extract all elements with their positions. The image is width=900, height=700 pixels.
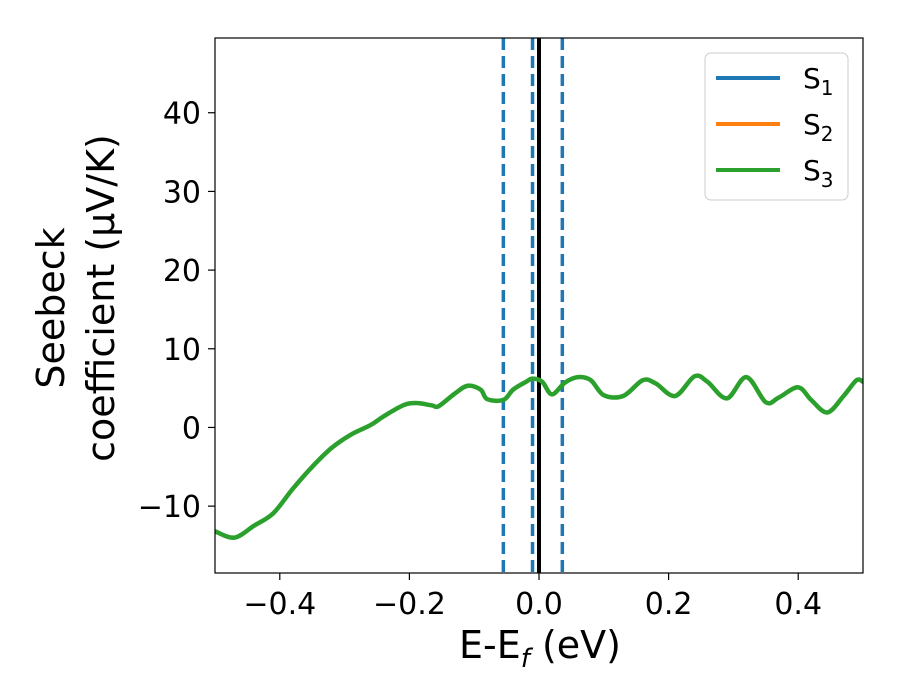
x-tick-label: −0.2 xyxy=(373,587,446,622)
axis-ticks: −0.4 −0.2 0.0 0.2 0.4 −10 0 10 20 30 40 xyxy=(138,97,822,622)
legend-label-s2: S2 xyxy=(803,108,834,146)
y-tick-label: 30 xyxy=(163,175,201,210)
legend-frame xyxy=(704,52,849,201)
y-tick-label: 40 xyxy=(163,97,201,132)
x-tick-label: −0.4 xyxy=(243,587,316,622)
x-tick-label: 0.2 xyxy=(645,587,693,622)
y-tick-label: 10 xyxy=(163,333,201,368)
y-axis-label-line2: coefficient (μV/K) xyxy=(79,134,123,462)
y-tick-label: 0 xyxy=(182,411,201,446)
series-line-s3 xyxy=(215,373,863,540)
y-tick-label: 20 xyxy=(163,254,201,289)
y-axis-label-line1: Seebeck xyxy=(29,227,73,388)
legend: S1 S2 S3 xyxy=(704,52,849,201)
x-tick-label: 0.0 xyxy=(515,587,563,622)
legend-label-s3: S3 xyxy=(803,154,834,192)
x-axis-label: E-Ef (eV) xyxy=(459,623,621,674)
legend-label-s1: S1 xyxy=(803,62,834,100)
y-tick-label: −10 xyxy=(138,490,201,525)
x-tick-label: 0.4 xyxy=(774,587,822,622)
